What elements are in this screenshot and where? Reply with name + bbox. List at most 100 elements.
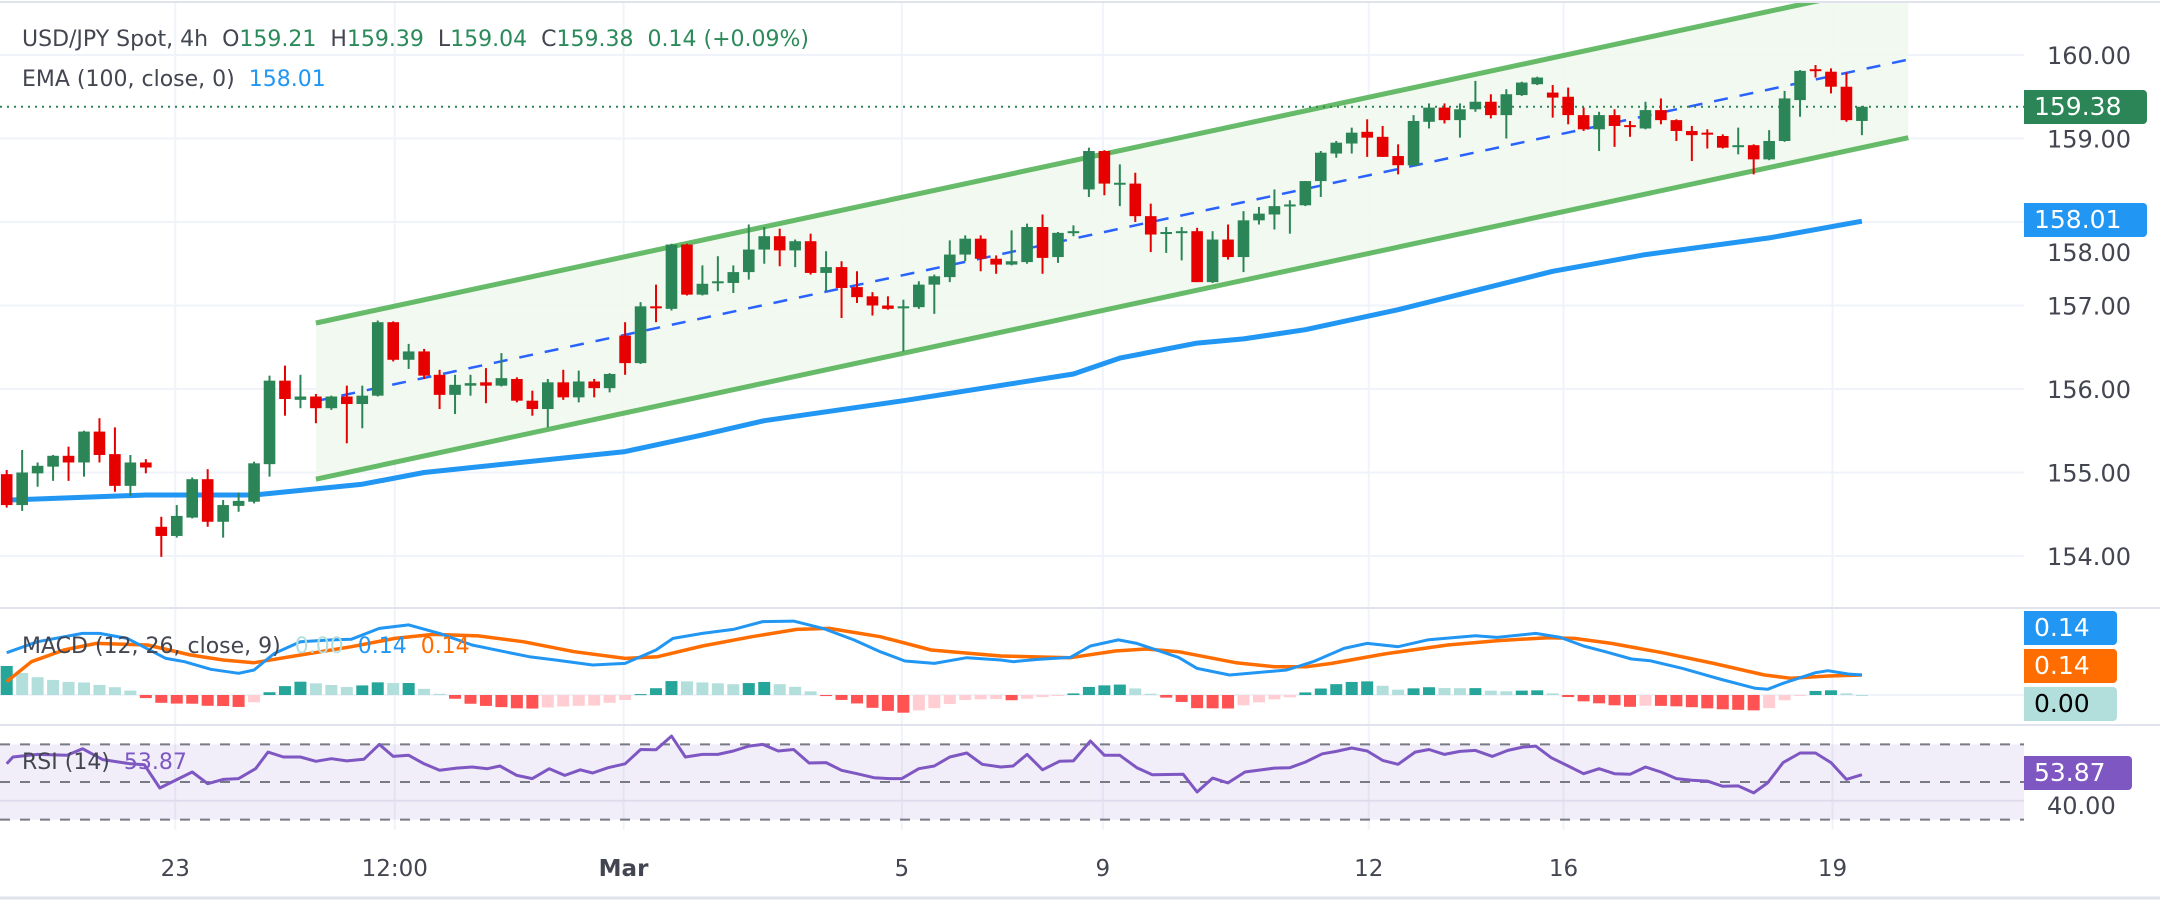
candle-bearish[interactable] [619,322,631,375]
candle-bearish[interactable] [526,390,539,416]
candle-bullish[interactable] [1114,164,1126,207]
candle-bearish[interactable] [835,261,848,319]
candle-bullish[interactable] [1454,103,1466,138]
candle-bearish[interactable] [341,385,353,444]
candle-bullish[interactable] [263,375,276,477]
rsi-legend[interactable]: RSI (14) 53.87 [22,750,193,775]
candle-bullish[interactable] [603,373,616,393]
candle-bullish[interactable] [1315,151,1327,197]
candle-bullish[interactable] [1500,89,1513,139]
candle-bearish[interactable] [681,243,693,296]
candle-bearish[interactable] [882,296,894,310]
candle-bearish[interactable] [557,369,570,400]
candle-bearish[interactable] [155,516,168,557]
candle-bullish[interactable] [696,265,709,296]
candle-bearish[interactable] [1716,134,1729,149]
rsi-line[interactable] [5,734,1863,795]
candle-bullish[interactable] [217,500,229,538]
candle-bullish[interactable] [1330,141,1343,158]
candle-bullish[interactable] [1284,200,1296,234]
candle-bullish[interactable] [742,224,755,280]
candle-bullish[interactable] [1531,76,1544,86]
candle-bearish[interactable] [1701,129,1714,149]
candle-bullish[interactable] [1005,230,1018,266]
candle-bullish[interactable] [1732,127,1745,155]
candle-bearish[interactable] [1747,144,1760,175]
candle-bullish[interactable] [1763,130,1775,161]
candle-bullish[interactable] [1515,81,1528,96]
candle-bullish[interactable] [1268,189,1281,230]
candle-bullish[interactable] [449,374,461,415]
candle-bearish[interactable] [1376,125,1389,157]
candle-bullish[interactable] [16,449,28,511]
candle-bearish[interactable] [1825,68,1837,94]
candle-bullish[interactable] [464,374,477,396]
candle-bearish[interactable] [1144,203,1157,253]
candle-bullish[interactable] [402,343,415,369]
candle-bearish[interactable] [1222,224,1234,260]
candle-bearish[interactable] [1624,120,1636,137]
candle-bearish[interactable] [588,378,600,398]
candle-bullish[interactable] [47,454,59,481]
candle-bearish[interactable] [1577,107,1590,131]
candle-bearish[interactable] [1191,227,1203,283]
candle-bullish[interactable] [1345,127,1358,154]
candle-bullish[interactable] [820,251,832,292]
candle-bullish[interactable] [170,505,183,538]
candle-bullish[interactable] [1593,111,1605,152]
candle-bearish[interactable] [1655,98,1667,125]
candle-bearish[interactable] [310,394,322,424]
ema-100-line[interactable] [6,218,1863,503]
candle-bullish[interactable] [1083,147,1095,197]
candle-bullish[interactable] [248,461,260,504]
candle-bullish[interactable] [665,243,678,311]
candle-bullish[interactable] [1206,231,1219,283]
candle-bullish[interactable] [758,227,771,264]
candle-bearish[interactable] [0,469,13,508]
candle-bullish[interactable] [727,265,740,293]
candle-bearish[interactable] [1670,119,1683,142]
candle-bullish[interactable] [634,302,647,364]
candle-bearish[interactable] [1546,85,1559,118]
candle-bullish[interactable] [943,240,956,283]
price-pane[interactable] [0,0,2024,557]
candle-bullish[interactable] [1423,103,1435,129]
candle-bullish[interactable] [31,462,44,487]
candle-bullish[interactable] [572,370,585,403]
candle-bearish[interactable] [1562,87,1574,125]
candle-bearish[interactable] [1840,72,1853,122]
candle-bullish[interactable] [1067,225,1080,237]
candle-bullish[interactable] [928,274,941,314]
candle-bearish[interactable] [1485,94,1497,119]
candle-bearish[interactable] [1809,65,1822,78]
candle-bullish[interactable] [1253,206,1265,225]
candle-bullish[interactable] [1175,227,1188,261]
candle-bearish[interactable] [1098,150,1111,196]
candle-bearish[interactable] [990,255,1002,274]
candle-bullish[interactable] [325,395,338,410]
candle-bullish[interactable] [1237,211,1250,273]
candle-bullish[interactable] [712,256,724,292]
candle-bearish[interactable] [201,469,214,527]
time-axis[interactable]: 23 12:00 Mar 5 9 12 16 19 [161,856,1848,882]
candle-bullish[interactable] [294,374,307,409]
candle-bearish[interactable] [1361,119,1373,157]
candle-bullish[interactable] [1021,223,1033,264]
macd-line[interactable] [6,619,1863,691]
candle-bearish[interactable] [62,446,75,481]
macd-legend[interactable]: MACD (12, 26, close, 9) 0.00 0.14 0.14 [22,634,476,659]
candle-bullish[interactable] [1299,181,1312,207]
candle-bullish[interactable] [356,385,369,429]
candle-bullish[interactable] [495,353,508,387]
candle-bearish[interactable] [93,418,106,463]
candle-bearish[interactable] [387,321,399,362]
candle-bullish[interactable] [124,454,137,496]
candle-bearish[interactable] [974,235,987,272]
candle-bullish[interactable] [542,378,554,428]
candle-bullish[interactable] [1778,90,1791,142]
candle-bullish[interactable] [1052,232,1064,263]
candle-bearish[interactable] [418,348,430,379]
candle-bearish[interactable] [866,292,879,316]
candle-bullish[interactable] [1407,115,1420,167]
candle-bullish[interactable] [897,299,910,352]
